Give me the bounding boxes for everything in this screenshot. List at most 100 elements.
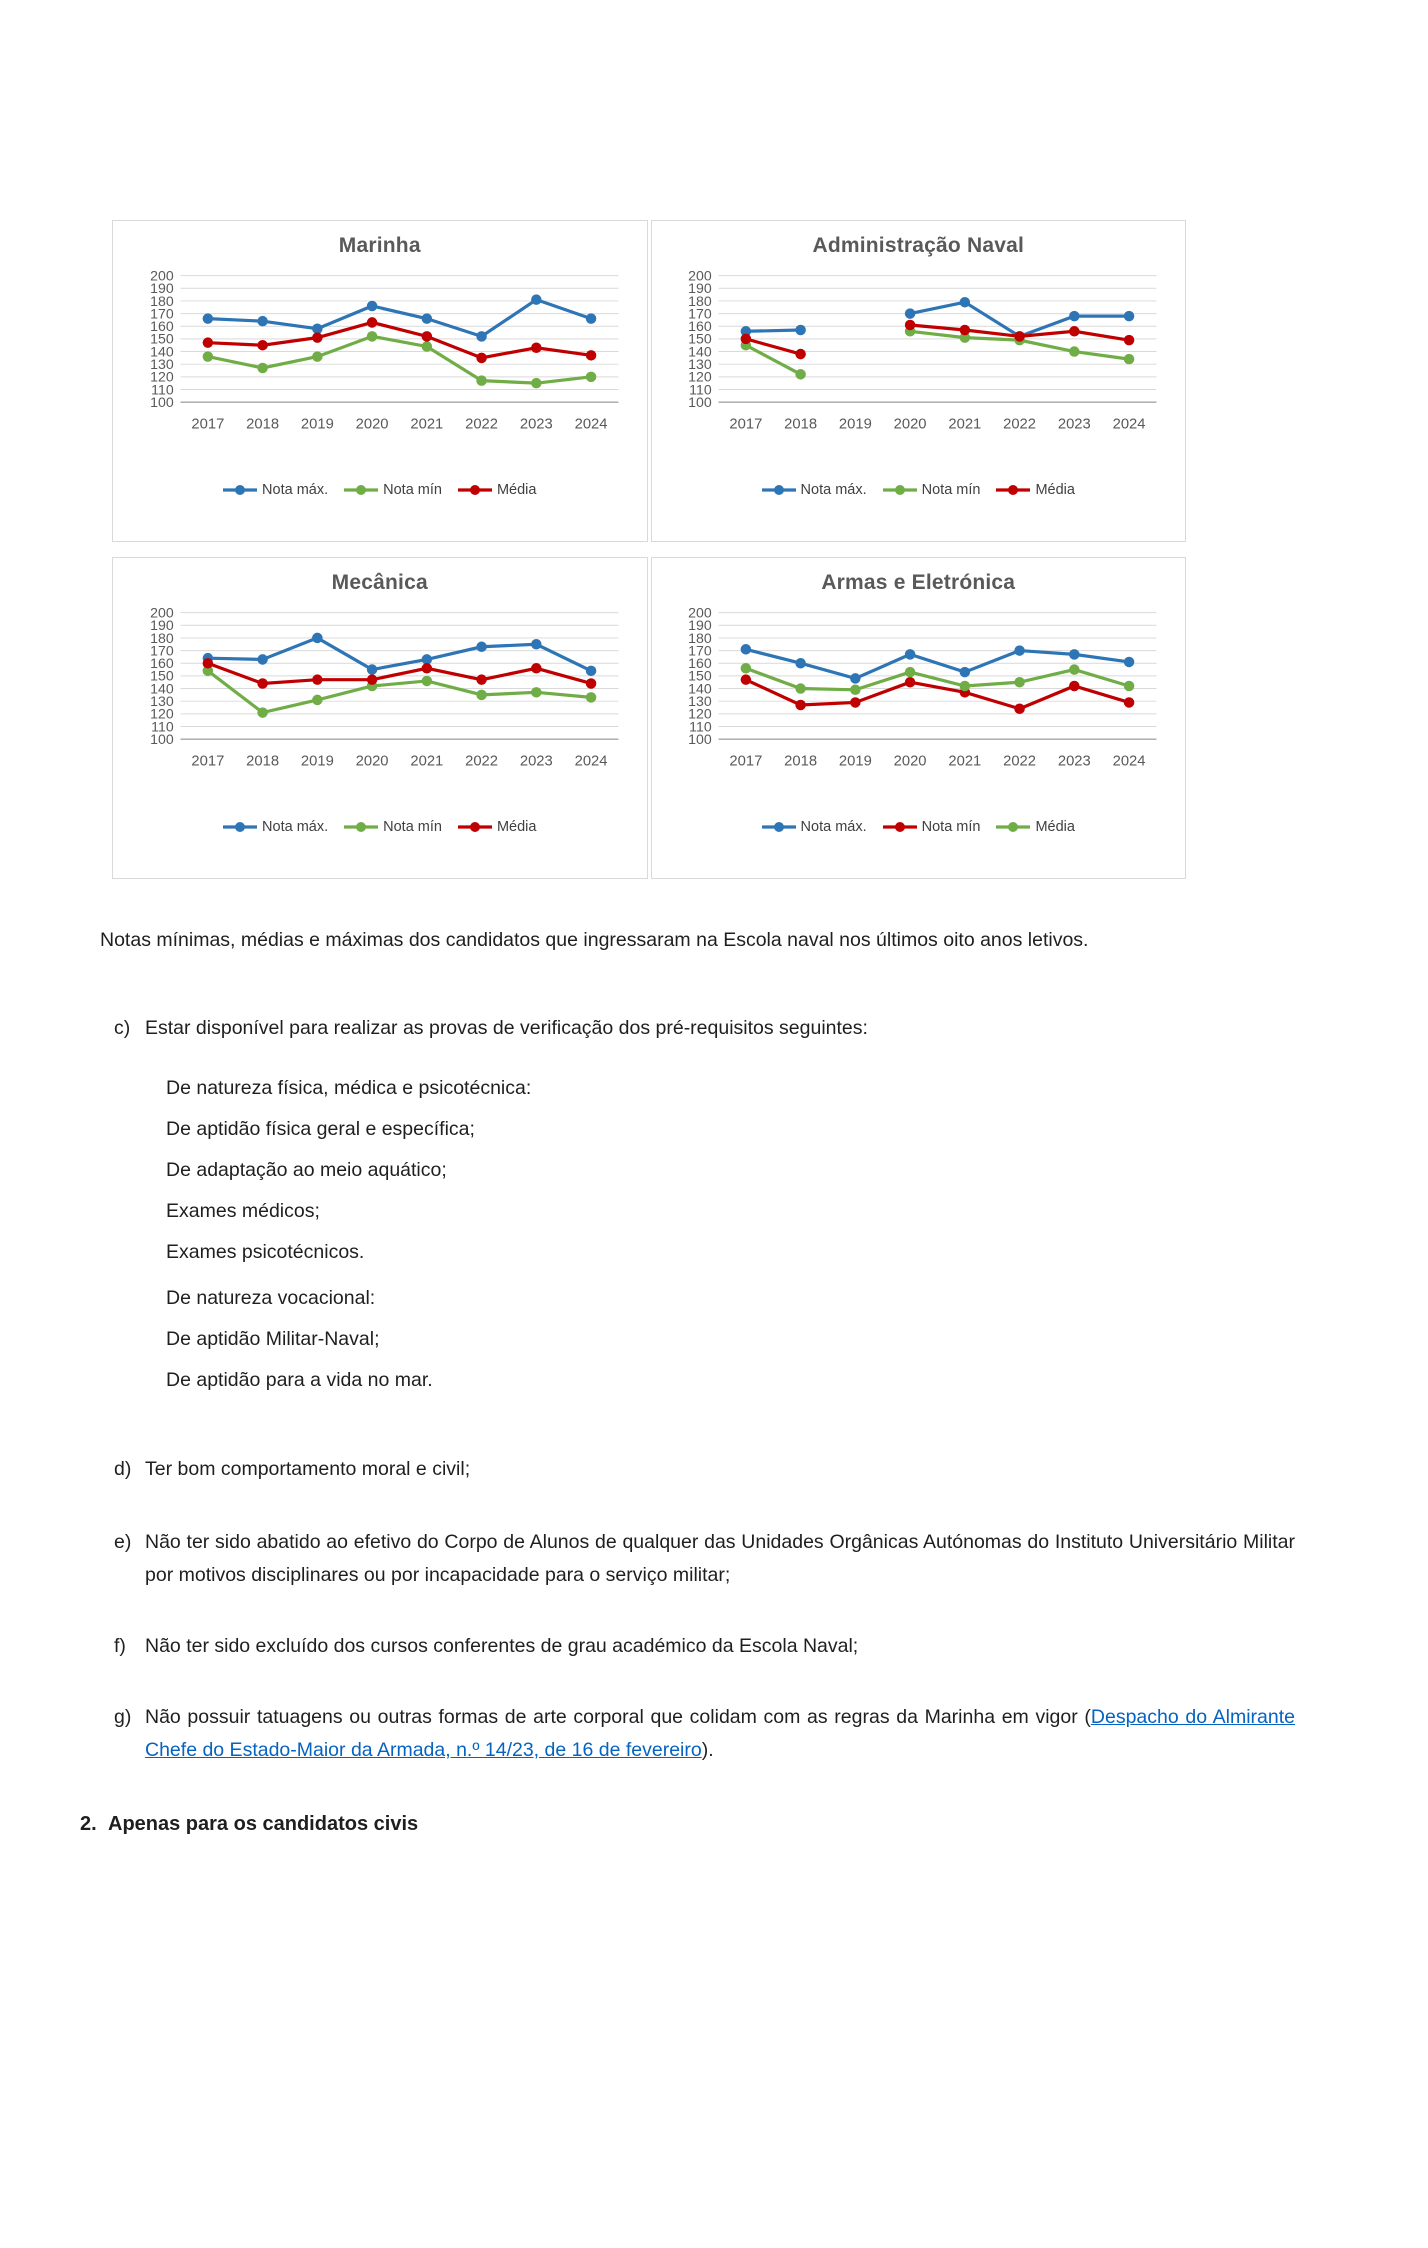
svg-text:120: 120 xyxy=(150,706,174,722)
legend-label: Nota máx. xyxy=(262,819,329,835)
legend-item: Média xyxy=(457,482,537,498)
legend-item: Nota máx. xyxy=(761,482,867,498)
list-item-g: g) Não possuir tatuagens ou outras forma… xyxy=(0,1701,1428,1767)
sublist-item: Exames psicotécnicos. xyxy=(166,1241,365,1263)
legend-item: Nota mín xyxy=(882,482,981,498)
legend-label: Nota mín xyxy=(383,819,442,835)
legend-line-marker-icon xyxy=(344,485,379,495)
sublist-item: De aptidão Militar-Naval; xyxy=(166,1328,380,1350)
svg-text:2018: 2018 xyxy=(246,753,279,769)
chart-panel-marinha: Marinha 200 190 180 170 160 150 140 130 120 110 10… xyxy=(112,220,648,542)
svg-text:2017: 2017 xyxy=(191,753,224,769)
marinha-chart-legend: Nota máx. Nota mín Média xyxy=(223,482,536,498)
legend-item: Nota mín xyxy=(344,482,442,498)
list-item-d: d) Ter bom comportamento moral e civil; xyxy=(0,1453,1428,1486)
chart-title-administracao-naval: Administração Naval xyxy=(812,234,1025,257)
svg-text:130: 130 xyxy=(150,693,174,709)
svg-text:180: 180 xyxy=(688,630,712,646)
svg-text:140: 140 xyxy=(150,343,174,359)
legend-line-marker-icon xyxy=(882,485,917,495)
svg-text:2017: 2017 xyxy=(730,416,763,432)
svg-text:160: 160 xyxy=(688,655,712,671)
svg-text:110: 110 xyxy=(151,381,174,397)
svg-text:2023: 2023 xyxy=(520,416,553,432)
legend-item: Nota máx. xyxy=(761,819,867,835)
figure-caption: Notas mínimas, médias e máximas dos cand… xyxy=(100,929,1089,951)
svg-text:130: 130 xyxy=(688,356,712,372)
sublist-item: Exames médicos; xyxy=(166,1200,320,1222)
svg-text:150: 150 xyxy=(150,668,174,684)
svg-text:170: 170 xyxy=(688,305,712,321)
svg-text:170: 170 xyxy=(150,305,174,321)
svg-text:100: 100 xyxy=(688,394,712,410)
svg-text:150: 150 xyxy=(150,331,174,347)
svg-text:170: 170 xyxy=(150,642,174,658)
admission-grades-figure: Marinha 200 190 180 170 160 150 140 130 120 110 10… xyxy=(112,220,1186,879)
list-item-e: e) Não ter sido abatido ao efetivo do Co… xyxy=(0,1526,1428,1592)
list-marker-e: e) xyxy=(114,1531,132,1553)
legend-line-marker-icon xyxy=(996,822,1031,832)
legend-item: Nota mín xyxy=(882,819,980,835)
list-marker-d: d) xyxy=(114,1458,132,1480)
svg-text:2021: 2021 xyxy=(949,416,982,432)
svg-text:2017: 2017 xyxy=(191,416,224,432)
chart-panel-mecanica: Mecânica 200 190 180 170 160 150 140 130 120 110 1… xyxy=(112,557,648,879)
svg-text:2021: 2021 xyxy=(949,753,982,769)
list-item-d-text: Ter bom comportamento moral e civil; xyxy=(145,1458,471,1480)
sublist-item: De natureza vocacional: xyxy=(166,1287,376,1309)
legend-label: Média xyxy=(1035,819,1075,835)
legend-label: Nota máx. xyxy=(800,819,867,835)
legend-line-marker-icon xyxy=(761,822,796,832)
legend-line-marker-icon xyxy=(882,822,917,832)
svg-text:120: 120 xyxy=(688,369,712,385)
legend-item: Média xyxy=(457,819,536,835)
list-item-e-text: Não ter sido abatido ao efetivo do Corpo… xyxy=(145,1531,1295,1586)
svg-text:2024: 2024 xyxy=(574,753,607,769)
list-marker-c: c) xyxy=(114,1017,131,1039)
svg-text:180: 180 xyxy=(150,630,174,646)
svg-text:160: 160 xyxy=(150,655,174,671)
svg-text:140: 140 xyxy=(688,680,712,696)
chart-panel-administracao-naval: Administração Naval 200 190 180 170 160 150 14… xyxy=(650,220,1186,542)
svg-text:200: 200 xyxy=(688,267,712,283)
svg-text:2019: 2019 xyxy=(839,416,872,432)
legend-label: Nota máx. xyxy=(262,482,329,498)
chart-title-mecanica: Mecânica xyxy=(331,571,428,594)
administracao-naval-chart-legend: Nota máx. Nota mín Média xyxy=(761,482,1075,498)
svg-text:180: 180 xyxy=(150,293,174,309)
svg-text:2023: 2023 xyxy=(1058,416,1091,432)
sublist-item: De aptidão para a vida no mar. xyxy=(166,1369,433,1391)
legend-line-marker-icon xyxy=(457,822,492,832)
legend-label: Nota mín xyxy=(921,482,981,498)
svg-text:2022: 2022 xyxy=(465,753,498,769)
svg-text:2020: 2020 xyxy=(894,753,927,769)
chart-title-armas-e-eletronica: Armas e Eletrónica xyxy=(821,571,1016,594)
sublist-item: De adaptação ao meio aquático; xyxy=(166,1159,447,1181)
svg-text:2023: 2023 xyxy=(520,753,553,769)
svg-text:180: 180 xyxy=(688,293,712,309)
svg-text:110: 110 xyxy=(689,718,712,734)
svg-text:2021: 2021 xyxy=(410,753,443,769)
legend-line-marker-icon xyxy=(223,485,258,495)
legend-label: Média xyxy=(496,482,537,498)
svg-text:200: 200 xyxy=(150,604,174,620)
svg-text:2018: 2018 xyxy=(246,416,279,432)
legend-line-marker-icon xyxy=(344,822,379,832)
svg-text:2019: 2019 xyxy=(301,416,334,432)
legend-item: Nota mín xyxy=(344,819,442,835)
svg-text:200: 200 xyxy=(688,604,712,620)
svg-text:140: 140 xyxy=(688,343,712,359)
svg-text:2024: 2024 xyxy=(574,416,607,432)
svg-text:190: 190 xyxy=(688,617,712,633)
legend-label: Nota máx. xyxy=(800,482,867,498)
despacho-almirante-link[interactable]: Despacho do Almirante Chefe do Estado-Ma… xyxy=(145,1706,1296,1761)
svg-text:2019: 2019 xyxy=(839,753,872,769)
sublist-item: De natureza física, médica e psicotécnic… xyxy=(166,1077,532,1099)
svg-text:110: 110 xyxy=(689,381,712,397)
svg-text:160: 160 xyxy=(150,318,174,334)
svg-text:130: 130 xyxy=(688,693,712,709)
section-2-marker: 2. xyxy=(80,1813,97,1835)
